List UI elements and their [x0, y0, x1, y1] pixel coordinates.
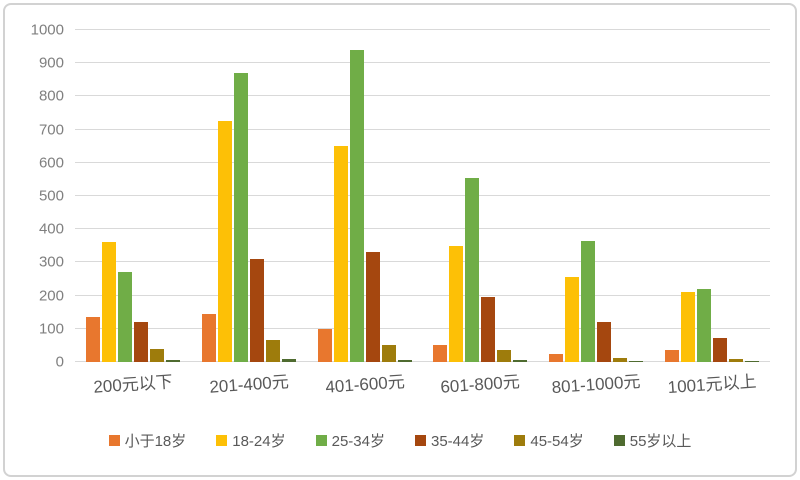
- bar-35-44岁-201-400元: [249, 259, 264, 362]
- bar-18-24岁-401-600元: [333, 146, 348, 362]
- x-axis-label: 200元以下: [92, 372, 174, 397]
- bar-18-24岁-601-800元: [449, 245, 464, 362]
- legend-swatch: [315, 435, 327, 446]
- x-axis-label: 601-800元: [440, 372, 521, 397]
- legend-item: 45-54岁: [514, 430, 584, 451]
- bar-25-34岁-601-800元: [465, 177, 480, 362]
- gridline: [75, 29, 770, 30]
- y-tick-label: 0: [55, 353, 64, 371]
- legend-swatch: [514, 435, 526, 446]
- legend-label: 35-44岁: [431, 433, 485, 450]
- y-tick-label: 900: [38, 54, 64, 72]
- legend: 小于18岁 18-24岁 25-34岁 35-44岁 45-54岁 55岁以上: [0, 430, 800, 451]
- gridline: [75, 195, 770, 196]
- y-axis: 0 100 200 300 400 500 600 700 800 900 1000: [14, 23, 64, 370]
- bar-25-34岁-801-1000元: [581, 240, 596, 362]
- gridline: [75, 261, 770, 263]
- bar-group: [422, 30, 538, 362]
- bar-55岁以上-801-1000元: [629, 361, 644, 362]
- bar-55岁以上-201-400元: [281, 359, 296, 362]
- bar-小于18岁-801-1000元: [549, 353, 564, 362]
- x-axis-label: 201-400元: [208, 372, 290, 397]
- bar-45-54岁-601-800元: [497, 350, 512, 362]
- legend-item: 18-24岁: [216, 430, 286, 451]
- bar-18-24岁-801-1000元: [565, 277, 580, 362]
- bar-小于18岁-200元以下: [85, 317, 100, 362]
- gridline: [75, 95, 770, 97]
- legend-label: 55岁以上: [629, 433, 692, 450]
- gridline: [75, 294, 770, 296]
- bar-25-34岁-200元以下: [117, 272, 132, 362]
- bar-group: [75, 30, 191, 362]
- gridline: [75, 128, 770, 130]
- bar-小于18岁-401-600元: [317, 328, 332, 362]
- y-tick-label: 1000: [30, 21, 64, 39]
- bar-group: [191, 30, 307, 362]
- gridline: [75, 327, 770, 329]
- bar-55岁以上-200元以下: [165, 360, 180, 362]
- y-tick-label: 600: [38, 154, 64, 172]
- bar-45-54岁-1001元以上: [729, 359, 744, 362]
- bar-group: [307, 30, 423, 362]
- bar-18-24岁-201-400元: [217, 121, 232, 362]
- gridline: [75, 228, 770, 230]
- bar-25-34岁-401-600元: [349, 49, 364, 362]
- bar-小于18岁-1001元以上: [665, 350, 680, 362]
- bar-小于18岁-201-400元: [201, 313, 216, 362]
- bar-25-34岁-201-400元: [233, 73, 248, 362]
- bar-35-44岁-401-600元: [365, 252, 380, 362]
- gridline: [75, 161, 770, 163]
- legend-label: 小于18岁: [124, 433, 187, 450]
- legend-item: 35-44岁: [415, 430, 484, 451]
- y-tick-label: 500: [38, 187, 64, 205]
- bar-35-44岁-1001元以上: [713, 338, 728, 362]
- legend-swatch: [108, 435, 120, 446]
- x-axis-label: 401-600元: [324, 372, 405, 397]
- chart-frame: [3, 3, 797, 477]
- legend-label: 18-24岁: [232, 433, 286, 450]
- bar-35-44岁-801-1000元: [597, 321, 612, 362]
- bar-group: [654, 30, 770, 362]
- bar-55岁以上-1001元以上: [745, 361, 760, 362]
- bar-55岁以上-601-800元: [513, 360, 528, 362]
- plot-area: [75, 29, 770, 362]
- y-tick-label: 300: [38, 253, 64, 271]
- bar-35-44岁-200元以下: [133, 322, 148, 362]
- legend-swatch: [415, 435, 426, 446]
- y-tick-label: 200: [38, 287, 64, 305]
- y-tick-label: 800: [38, 87, 64, 105]
- bar-55岁以上-401-600元: [397, 360, 412, 362]
- x-axis-label: 801-1000元: [551, 371, 642, 398]
- bar-45-54岁-401-600元: [381, 345, 396, 362]
- gridline: [75, 361, 770, 362]
- x-axis: 200元以下 201-400元 401-600元 601-800元 801-1000元 1…: [75, 370, 770, 397]
- bar-45-54岁-801-1000元: [613, 357, 628, 362]
- bar-18-24岁-1001元以上: [681, 292, 696, 362]
- bar-35-44岁-601-800元: [481, 297, 496, 362]
- bar-25-34岁-1001元以上: [697, 288, 712, 362]
- legend-item: 25-34岁: [315, 430, 385, 451]
- y-tick-label: 400: [38, 220, 64, 238]
- legend-label: 45-54岁: [530, 433, 584, 450]
- legend-label: 25-34岁: [331, 433, 385, 450]
- bar-小于18岁-601-800元: [433, 345, 448, 362]
- legend-item: 小于18岁: [108, 430, 187, 451]
- bar-18-24岁-200元以下: [101, 242, 116, 362]
- legend-swatch: [216, 435, 228, 446]
- legend-swatch: [613, 435, 625, 446]
- x-axis-label: 1001元以上: [667, 371, 758, 398]
- bar-group: [538, 30, 654, 362]
- bar-groups: [75, 30, 770, 362]
- y-tick-label: 100: [38, 320, 64, 338]
- bar-45-54岁-201-400元: [265, 340, 280, 362]
- legend-item: 55岁以上: [613, 430, 692, 451]
- y-tick-label: 700: [38, 121, 64, 139]
- gridline: [75, 62, 770, 64]
- bar-45-54岁-200元以下: [149, 348, 164, 362]
